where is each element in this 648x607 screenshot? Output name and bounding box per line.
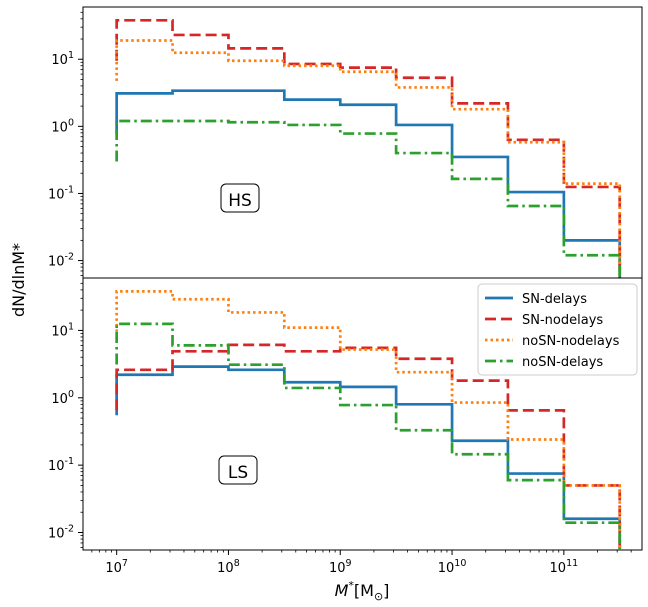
legend-entry: noSN-nodelays <box>522 334 620 349</box>
panel-label: HS <box>220 183 260 213</box>
legend-entry: SN-nodelays <box>522 313 603 328</box>
y-tick-label: 101 <box>51 321 74 339</box>
legend: SN-delays SN-nodelays noSN-nodelays noSN-de… <box>477 283 638 376</box>
y-tick-label: 10-1 <box>48 456 74 474</box>
svg-text:HS: HS <box>228 191 252 211</box>
legend-box <box>477 283 638 376</box>
series-line-sn-nodelays <box>115 18 622 278</box>
series-line-nosn-delays <box>115 322 622 550</box>
panel-ls: 10-2 10-1 100 101 LS <box>48 277 643 551</box>
plot-frame <box>82 277 643 551</box>
y-axis-label: dN/dlnM* <box>9 243 28 317</box>
svg-text:LS: LS <box>228 463 248 483</box>
y-tick-label: 101 <box>51 50 74 68</box>
x-axis: 107 108 109 1010 1011 <box>91 550 632 576</box>
series-line-nosn-delays <box>115 119 622 278</box>
y-tick-label: 10-1 <box>48 184 74 202</box>
x-tick-label: 109 <box>329 558 352 576</box>
y-tick-label: 10-2 <box>48 524 74 542</box>
series-line-sn-delays <box>115 89 622 278</box>
x-tick-label: 107 <box>105 558 128 576</box>
series-line-nosn-nodelays <box>115 39 622 278</box>
x-tick-label: 1011 <box>550 558 579 576</box>
panel-hs: 10-2 10-1 100 101 HS <box>48 6 643 279</box>
x-tick-label: 108 <box>217 558 240 576</box>
legend-entry: noSN-delays <box>522 355 603 370</box>
panel-label: LS <box>218 455 258 485</box>
y-tick-label: 10-2 <box>48 252 74 270</box>
series-line-sn-delays <box>115 365 622 550</box>
y-tick-label: 100 <box>51 389 74 407</box>
legend-entry: SN-delays <box>522 292 587 307</box>
x-tick-label: 1010 <box>438 558 467 576</box>
y-tick-label: 100 <box>51 117 74 135</box>
series-line-sn-nodelays <box>115 343 622 550</box>
x-axis-label: M*[M⊙] <box>335 579 390 603</box>
